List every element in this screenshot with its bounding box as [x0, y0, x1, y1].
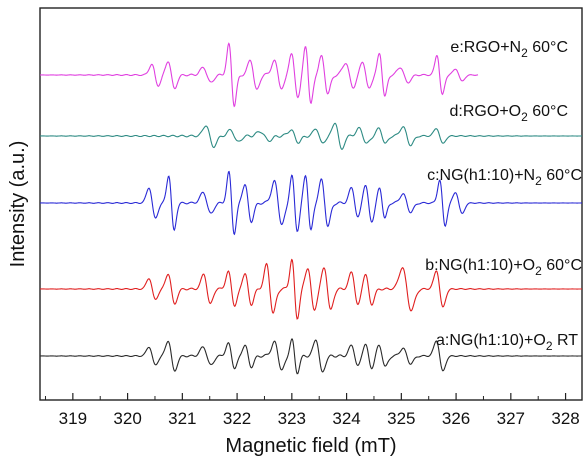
series-label: b:NG(h1:10)+O2 60°C	[425, 257, 582, 278]
series-labels: e:RGO+N2 60°C d:RGO+O2 60°C c:NG(h1:10)+N2…	[425, 39, 582, 353]
x-tick-label: 327	[497, 409, 525, 428]
x-tick-label: 323	[278, 409, 306, 428]
x-tick-label: 321	[168, 409, 196, 428]
x-tick-label: 320	[113, 409, 141, 428]
spectrum-line	[40, 123, 582, 149]
x-tick-label: 319	[59, 409, 87, 428]
series-label: a:NG(h1:10)+O2 RT	[436, 332, 578, 353]
x-axis-label: Magnetic field (mT)	[225, 435, 396, 457]
spectrum-line	[40, 43, 478, 106]
x-tick-label: 324	[332, 409, 360, 428]
x-tick-label: 328	[551, 409, 579, 428]
x-axis-ticks: 319 320 321 322 323 324 325 326 327 328	[45, 393, 579, 428]
x-tick-label: 325	[387, 409, 415, 428]
series-label: d:RGO+O2 60°C	[450, 103, 568, 124]
spectrum-traces	[40, 43, 582, 373]
y-axis-label: Intensity (a.u.)	[7, 141, 29, 268]
x-tick-label: 326	[442, 409, 470, 428]
series-label: c:NG(h1:10)+N2 60°C	[427, 167, 582, 188]
x-tick-label: 322	[223, 409, 251, 428]
series-label: e:RGO+N2 60°C	[450, 39, 568, 60]
